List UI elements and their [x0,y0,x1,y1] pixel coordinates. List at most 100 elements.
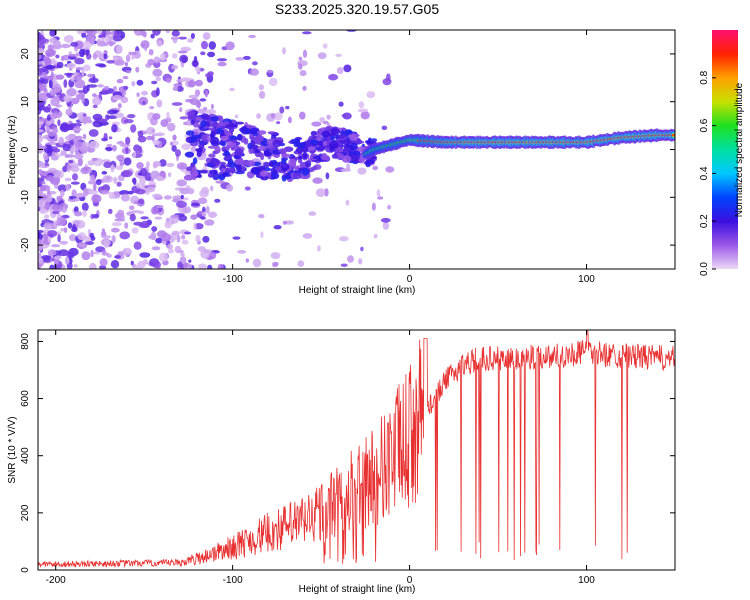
ridge-blob [251,170,260,174]
noise-blob [82,209,87,218]
noise-blob [360,111,370,120]
noise-blob [181,143,191,150]
noise-blob [95,179,102,186]
noise-blob [202,211,206,217]
noise-blob [143,258,148,265]
ridge-blob [322,140,328,146]
noise-blob [136,92,140,97]
noise-blob [38,183,42,188]
snr-series-line [38,330,675,569]
noise-blob [135,66,140,73]
noise-blob [84,241,94,245]
noise-blob [38,47,45,54]
noise-blob [82,40,91,50]
noise-blob [176,179,187,187]
noise-blob [46,129,50,134]
noise-blob [103,53,108,59]
noise-blob [65,108,73,116]
ridge-blob [334,147,343,152]
noise-blob [194,79,203,87]
noise-blob [366,91,376,99]
noise-blob [117,209,125,217]
noise-blob [172,134,177,141]
ridge-blob [310,130,318,136]
noise-blob [272,261,279,267]
ridge-blob [198,143,205,149]
noise-blob [49,30,57,37]
noise-blob [124,62,129,67]
noise-blob [172,86,179,91]
noise-blob [210,185,214,192]
noise-blob [50,244,61,248]
noise-blob [90,249,94,258]
noise-blob [68,160,74,164]
noise-blob [380,217,391,223]
noise-blob [146,161,150,169]
noise-blob [154,216,163,220]
noise-blob [44,214,50,219]
noise-blob [177,50,188,54]
noise-blob [88,129,99,137]
noise-blob [116,154,125,161]
noise-blob [47,230,58,237]
noise-blob [92,53,98,60]
noise-blob [131,80,136,87]
noise-blob [232,236,241,240]
noise-blob [74,141,83,149]
ridge-blob [200,134,208,141]
ridge-blob [225,164,230,168]
noise-blob [360,246,364,252]
noise-blob [116,181,122,187]
noise-blob [141,90,148,96]
noise-blob [335,53,343,58]
noise-blob [133,241,142,250]
ridge-blob [236,134,243,141]
noise-blob [180,77,191,82]
y-tick-label: 0 [20,146,31,152]
noise-blob [382,78,392,86]
noise-blob [83,187,89,197]
noise-blob [151,80,158,85]
noise-blob [298,56,303,61]
noise-blob [52,169,61,178]
ridge-blob [281,153,291,158]
ridge-blob [245,160,256,167]
noise-blob [285,105,290,110]
noise-blob [49,88,57,96]
noise-blob [65,256,70,265]
ridge-blob [212,172,220,181]
noise-blob [117,103,122,109]
y-tick-label: 800 [20,333,31,350]
ridge-blob [337,134,347,140]
noise-blob [164,221,172,229]
noise-blob [38,129,45,133]
noise-blob [152,193,162,198]
ridge-blob [225,145,231,151]
ridge-blob [192,166,197,174]
noise-blob [50,58,56,64]
noise-blob [52,210,60,215]
ridge-blob [260,152,265,161]
noise-blob [161,232,171,242]
noise-blob [38,177,45,183]
noise-blob [103,161,112,169]
noise-blob [38,34,44,41]
noise-blob [92,213,99,219]
ridge-blob [221,168,227,172]
noise-blob [55,54,60,59]
noise-blob [112,86,117,92]
noise-blob [110,164,115,173]
noise-blob [340,263,348,267]
y-tick-label: 10 [20,96,31,108]
colorbar-fill [712,30,738,269]
noise-blob [74,211,83,217]
noise-blob [205,73,212,78]
ridge-blob [208,153,216,158]
noise-blob [193,222,197,231]
noise-blob [121,169,133,178]
noise-blob [145,186,156,193]
ridge-blob [250,140,256,147]
ridge-blob [320,154,330,161]
